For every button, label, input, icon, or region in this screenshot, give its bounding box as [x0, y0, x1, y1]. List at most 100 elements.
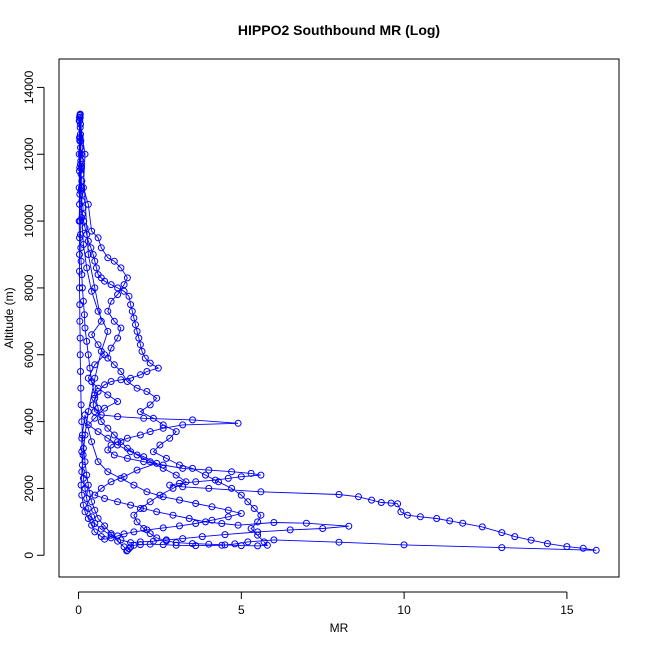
series-line: [78, 113, 597, 552]
data-point: [76, 217, 84, 225]
data-point: [133, 451, 141, 459]
data-point: [88, 331, 96, 339]
data-point: [76, 190, 84, 198]
data-point: [198, 533, 206, 541]
data-point: [107, 531, 115, 539]
data-point: [114, 441, 122, 449]
data-point: [97, 244, 105, 252]
data-point: [143, 526, 151, 534]
data-point: [140, 453, 148, 461]
data-point: [97, 525, 105, 533]
data-point: [132, 321, 139, 329]
data-point: [136, 538, 144, 546]
y-tick-label: 2000: [22, 475, 36, 502]
data-point: [185, 515, 193, 522]
data-point: [97, 347, 105, 355]
data-point: [81, 324, 89, 332]
data-point: [76, 234, 83, 242]
data-point: [159, 464, 167, 472]
data-point: [130, 314, 138, 322]
data-point: [237, 542, 245, 550]
plot-frame: [58, 58, 620, 578]
data-point: [97, 484, 105, 492]
data-point: [172, 541, 180, 549]
data-point: [101, 404, 109, 412]
data-point: [478, 523, 486, 531]
data-point: [91, 391, 99, 399]
data-point: [94, 428, 102, 436]
data-point: [189, 416, 196, 424]
data-point: [84, 351, 92, 359]
data-point: [169, 511, 177, 519]
data-point: [224, 513, 232, 521]
data-point: [77, 170, 85, 178]
data-point: [270, 519, 278, 526]
data-point: [77, 231, 84, 238]
data-point: [104, 254, 112, 262]
data-point: [176, 522, 183, 530]
data-point: [127, 501, 135, 509]
data-point: [89, 401, 97, 409]
data-point: [146, 458, 154, 466]
data-point: [107, 534, 115, 542]
data-point: [159, 493, 167, 501]
data-point: [76, 200, 83, 208]
data-point: [169, 484, 177, 492]
data-point: [81, 224, 89, 232]
data-point: [87, 244, 95, 252]
data-point: [97, 317, 105, 325]
data-point: [78, 177, 86, 185]
data-point: [91, 394, 99, 402]
data-point: [114, 291, 122, 299]
data-point: [368, 496, 376, 504]
data-point: [77, 120, 84, 128]
data-point: [172, 471, 180, 479]
data-point: [91, 257, 99, 265]
data-point: [143, 368, 151, 375]
data-point: [237, 491, 245, 499]
data-point: [114, 413, 122, 421]
data-point: [92, 264, 100, 272]
data-point: [244, 498, 252, 506]
data-point: [176, 461, 183, 469]
data-point: [78, 214, 86, 222]
data-point: [270, 536, 278, 544]
data-point: [202, 518, 209, 526]
data-point: [117, 474, 125, 482]
data-point: [107, 378, 115, 385]
data-point: [78, 271, 86, 279]
data-point: [117, 368, 125, 375]
data-point: [459, 519, 467, 527]
data-point: [136, 541, 144, 549]
data-point: [156, 441, 164, 449]
data-point: [166, 434, 174, 442]
data-point: [543, 540, 551, 548]
data-point: [76, 251, 83, 258]
data-point: [141, 354, 149, 362]
data-point: [104, 307, 112, 315]
data-point: [77, 384, 85, 392]
data-point: [76, 124, 84, 131]
data-point: [91, 414, 99, 422]
data-point: [133, 466, 141, 474]
data-point: [77, 187, 85, 195]
data-point: [120, 281, 128, 289]
data-point: [130, 481, 138, 489]
data-point: [88, 513, 96, 521]
data-point: [78, 431, 86, 439]
data-point: [88, 521, 96, 529]
y-axis: 0 2000 4000 6000 8000 10000 12000 14000: [22, 70, 45, 559]
data-point: [78, 491, 86, 499]
data-point: [179, 421, 187, 429]
data-point: [77, 481, 85, 489]
data-point: [189, 464, 196, 472]
x-tick-label: 15: [560, 603, 574, 617]
data-point: [302, 519, 310, 527]
data-point: [127, 301, 135, 309]
data-point: [257, 488, 265, 496]
data-point: [159, 524, 167, 532]
data-point: [138, 347, 146, 355]
data-point: [345, 522, 353, 530]
x-tick-label: 5: [238, 603, 245, 617]
x-axis: 0 5 10 15: [75, 591, 574, 617]
